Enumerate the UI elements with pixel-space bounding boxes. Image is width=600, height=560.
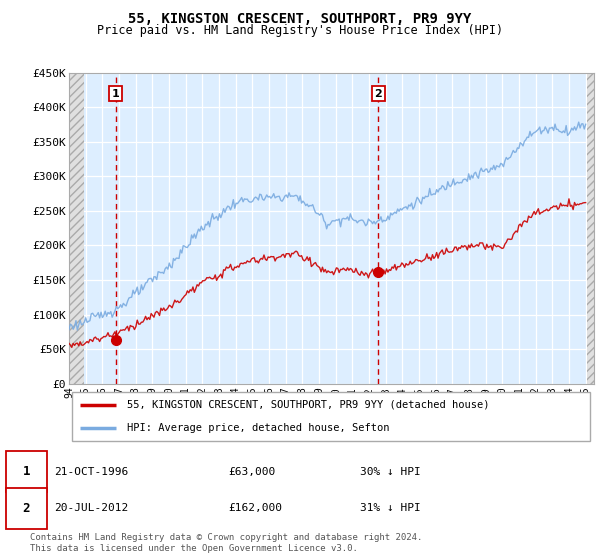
Text: 21-OCT-1996: 21-OCT-1996 xyxy=(54,466,128,477)
Text: 1: 1 xyxy=(23,465,30,478)
Text: £63,000: £63,000 xyxy=(228,466,275,477)
Text: 55, KINGSTON CRESCENT, SOUTHPORT, PR9 9YY (detached house): 55, KINGSTON CRESCENT, SOUTHPORT, PR9 9Y… xyxy=(127,400,489,410)
Text: 30% ↓ HPI: 30% ↓ HPI xyxy=(360,466,421,477)
FancyBboxPatch shape xyxy=(71,392,590,441)
Text: £162,000: £162,000 xyxy=(228,503,282,514)
Bar xyxy=(587,73,595,384)
Text: 31% ↓ HPI: 31% ↓ HPI xyxy=(360,503,421,514)
Text: Price paid vs. HM Land Registry's House Price Index (HPI): Price paid vs. HM Land Registry's House … xyxy=(97,24,503,37)
Text: 20-JUL-2012: 20-JUL-2012 xyxy=(54,503,128,514)
Text: Contains HM Land Registry data © Crown copyright and database right 2024.
This d: Contains HM Land Registry data © Crown c… xyxy=(30,533,422,553)
Text: 55, KINGSTON CRESCENT, SOUTHPORT, PR9 9YY: 55, KINGSTON CRESCENT, SOUTHPORT, PR9 9Y… xyxy=(128,12,472,26)
Text: HPI: Average price, detached house, Sefton: HPI: Average price, detached house, Seft… xyxy=(127,423,389,433)
Text: 1: 1 xyxy=(112,88,119,99)
Text: 2: 2 xyxy=(374,88,382,99)
Text: 2: 2 xyxy=(23,502,30,515)
Bar xyxy=(69,73,84,384)
